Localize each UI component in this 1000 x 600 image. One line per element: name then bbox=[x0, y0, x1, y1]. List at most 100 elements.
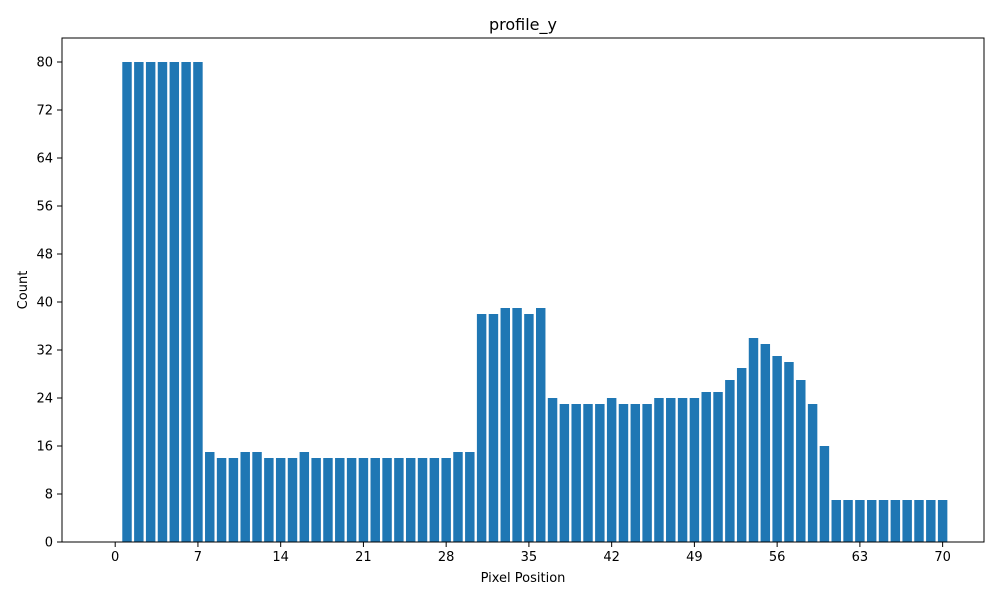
y-axis-ticks: 0 8 16 24 32 40 48 56 64 72 80 bbox=[36, 56, 62, 551]
bar bbox=[902, 500, 912, 542]
x-tick-label: 28 bbox=[438, 550, 455, 565]
bar bbox=[524, 314, 534, 542]
bar bbox=[500, 308, 510, 542]
bar bbox=[819, 446, 830, 542]
bar bbox=[937, 500, 948, 542]
bar bbox=[807, 404, 818, 542]
x-tick-label: 70 bbox=[934, 550, 951, 565]
y-tick-label: 32 bbox=[36, 344, 53, 359]
bar bbox=[193, 62, 203, 542]
bar bbox=[654, 398, 664, 542]
bar bbox=[689, 398, 700, 542]
bar bbox=[760, 344, 771, 542]
bar bbox=[559, 404, 570, 542]
bar bbox=[465, 452, 475, 542]
bar bbox=[642, 404, 652, 542]
bar bbox=[488, 314, 499, 542]
bar bbox=[855, 500, 865, 542]
bar bbox=[926, 500, 936, 542]
y-tick-label: 64 bbox=[36, 152, 53, 167]
x-tick-label: 7 bbox=[194, 550, 202, 565]
x-axis-ticks: 0 7 14 21 28 35 42 49 56 63 70 bbox=[111, 542, 951, 565]
bar bbox=[417, 458, 428, 542]
y-tick-label: 80 bbox=[36, 56, 53, 71]
bar bbox=[595, 404, 605, 542]
x-tick-label: 49 bbox=[686, 550, 703, 565]
bars-group bbox=[122, 62, 948, 542]
bar bbox=[252, 452, 262, 542]
bar bbox=[748, 338, 759, 542]
bar bbox=[831, 500, 841, 542]
bar bbox=[914, 500, 924, 542]
axes-frame bbox=[61, 37, 985, 543]
y-tick-label: 16 bbox=[36, 440, 53, 455]
bar bbox=[335, 458, 345, 542]
bar bbox=[157, 62, 168, 542]
bar bbox=[630, 404, 641, 542]
bar bbox=[476, 314, 487, 542]
bar bbox=[677, 398, 688, 542]
y-tick-label: 8 bbox=[45, 488, 53, 503]
bar bbox=[311, 458, 321, 542]
x-axis-label: Pixel Position bbox=[481, 571, 566, 586]
bar bbox=[618, 404, 629, 542]
bar bbox=[666, 398, 676, 542]
bar bbox=[205, 452, 215, 542]
bar bbox=[725, 380, 735, 542]
bar bbox=[228, 458, 239, 542]
bar bbox=[441, 458, 451, 542]
y-tick-label: 48 bbox=[36, 248, 53, 263]
y-tick-label: 40 bbox=[36, 296, 53, 311]
bar bbox=[394, 458, 404, 542]
bar bbox=[536, 308, 546, 542]
bar bbox=[843, 500, 853, 542]
bar bbox=[181, 62, 191, 542]
chart-title: profile_y bbox=[489, 15, 557, 35]
x-tick-label: 63 bbox=[852, 550, 869, 565]
y-tick-label: 56 bbox=[36, 200, 53, 215]
x-tick-label: 0 bbox=[111, 550, 119, 565]
bar bbox=[405, 458, 416, 542]
bar bbox=[772, 356, 782, 542]
x-tick-label: 35 bbox=[521, 550, 538, 565]
bar bbox=[736, 368, 747, 542]
y-tick-label: 0 bbox=[45, 536, 53, 551]
bar bbox=[606, 398, 617, 542]
x-tick-label: 14 bbox=[272, 550, 289, 565]
x-tick-label: 42 bbox=[603, 550, 620, 565]
bar bbox=[453, 452, 463, 542]
bar bbox=[512, 308, 522, 542]
y-tick-label: 24 bbox=[36, 392, 53, 407]
bar bbox=[713, 392, 723, 542]
bar bbox=[287, 458, 298, 542]
bar bbox=[382, 458, 392, 542]
bar bbox=[878, 500, 889, 542]
bar bbox=[583, 404, 593, 542]
bar bbox=[346, 458, 357, 542]
bar bbox=[784, 362, 794, 542]
bar bbox=[796, 380, 806, 542]
y-axis-label: Count bbox=[16, 271, 31, 310]
bar bbox=[275, 458, 286, 542]
bar bbox=[264, 458, 274, 542]
bar bbox=[571, 404, 581, 542]
bar bbox=[122, 62, 132, 542]
x-tick-label: 21 bbox=[355, 550, 372, 565]
bar bbox=[701, 392, 711, 542]
bar bbox=[134, 62, 144, 542]
bar bbox=[240, 452, 250, 542]
bar bbox=[323, 458, 333, 542]
bar bbox=[866, 500, 877, 542]
bar bbox=[890, 500, 901, 542]
bar bbox=[216, 458, 227, 542]
bar bbox=[429, 458, 440, 542]
bar bbox=[547, 398, 558, 542]
y-tick-label: 72 bbox=[36, 104, 53, 119]
bar bbox=[299, 452, 310, 542]
bar bbox=[169, 62, 180, 542]
bar bbox=[370, 458, 380, 542]
bar bbox=[145, 62, 156, 542]
x-tick-label: 56 bbox=[769, 550, 786, 565]
bar bbox=[358, 458, 369, 542]
